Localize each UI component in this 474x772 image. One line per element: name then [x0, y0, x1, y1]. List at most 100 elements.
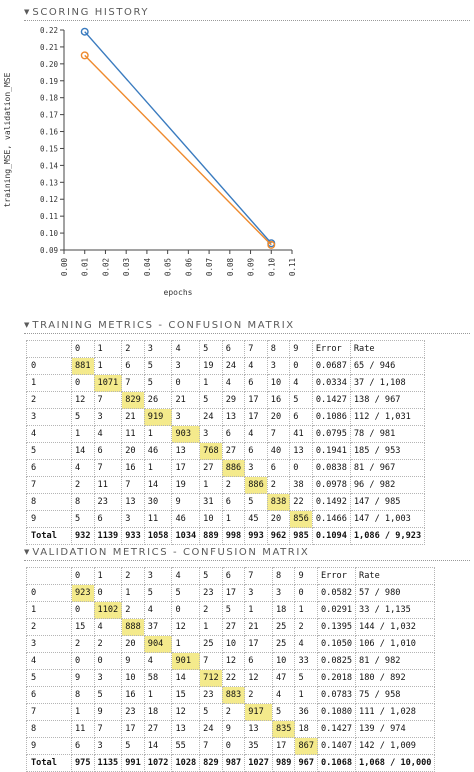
table-cell: 2 — [199, 601, 223, 619]
series-point-1 — [267, 240, 276, 249]
table-cell: 14 — [143, 737, 173, 755]
table-cell: 829 — [121, 391, 145, 409]
table-cell: 17 — [244, 391, 268, 409]
column-header: 9 — [289, 340, 313, 358]
table-cell: 25 — [271, 618, 296, 636]
table-cell: 8 — [71, 493, 95, 511]
table-cell: 10 — [199, 510, 223, 528]
row-label: 2 — [26, 391, 72, 409]
table-cell: 933 — [121, 527, 145, 545]
column-header: 4 — [171, 340, 201, 358]
column-header: 3 — [143, 567, 173, 585]
table-cell: 45 — [244, 510, 268, 528]
row-label: Total — [26, 754, 72, 772]
table-cell: 4 — [294, 635, 318, 653]
table-cell: 6 — [244, 442, 268, 460]
table-cell: 27 — [143, 720, 173, 738]
table-cell: 12 — [171, 618, 201, 636]
table-cell: 12 — [71, 391, 95, 409]
table-cell: 5 — [199, 703, 223, 721]
row-label: 5 — [26, 442, 72, 460]
table-cell: 147 / 1,003 — [349, 510, 426, 528]
table-cell: 13 — [289, 442, 313, 460]
table-cell: 7 — [199, 652, 223, 670]
table-cell: 5 — [221, 601, 246, 619]
validation-metrics-header[interactable]: ▼ VALIDATION METRICS - CONFUSION MATRIX — [24, 546, 470, 561]
column-header: 1 — [93, 340, 123, 358]
table-cell: 985 — [289, 527, 313, 545]
row-label: 7 — [26, 476, 72, 494]
row-label: 4 — [26, 425, 72, 443]
table-cell: 19 — [199, 357, 223, 375]
series-point-1 — [80, 51, 89, 60]
table-cell: 6 — [93, 442, 123, 460]
table-cell: 6 — [221, 493, 246, 511]
table-cell: 5 — [244, 493, 268, 511]
table-cell: 1,086 / 9,923 — [349, 527, 426, 545]
table-cell: 6 — [221, 425, 246, 443]
table-cell: 6 — [93, 510, 123, 528]
table-cell: 17 — [171, 459, 201, 477]
y-tick-label: 0.21 — [40, 43, 58, 52]
row-label: 4 — [26, 652, 72, 670]
table-cell: 1028 — [171, 754, 201, 772]
table-row: 4 0 0 9 4 901 7 12 6 10 33 0.0825 81 / 982 — [26, 652, 436, 670]
table-cell: 1 — [143, 459, 173, 477]
x-tick-label: 0.11 — [288, 258, 297, 276]
table-row: 9 6 3 5 14 55 7 0 35 17 867 0.1407 142 / 1,009 — [26, 737, 436, 755]
table-cell: 0.0291 — [316, 601, 357, 619]
table-cell: 0.1080 — [316, 703, 357, 721]
table-cell: 1034 — [171, 527, 201, 545]
row-label: 5 — [26, 669, 72, 687]
table-cell: 5 — [199, 391, 223, 409]
scoring-history-header[interactable]: ▼ SCORING HISTORY — [24, 6, 470, 21]
y-tick-label: 0.18 — [40, 94, 59, 103]
table-cell: 2 — [121, 601, 145, 619]
table-cell: 13 — [244, 720, 273, 738]
table-row: 7 2 11 7 14 19 1 2 886 2 38 0.0978 96 / 982 — [26, 476, 426, 494]
collapse-triangle-icon[interactable]: ▼ — [24, 548, 30, 556]
row-label: 8 — [26, 493, 72, 511]
table-cell: 55 — [171, 737, 201, 755]
table-row: 0 881 1 6 5 3 19 24 4 3 0 0.0687 65 / 946 — [26, 357, 426, 375]
table-cell: 1102 — [93, 601, 123, 619]
table-cell: 14 — [71, 442, 95, 460]
collapse-triangle-icon[interactable]: ▼ — [24, 8, 30, 16]
table-cell: 1 — [171, 635, 201, 653]
table-cell: 2 — [93, 635, 123, 653]
collapse-triangle-icon[interactable]: ▼ — [24, 321, 30, 329]
table-cell: 1 — [221, 510, 246, 528]
table-cell: 16 — [121, 686, 145, 704]
x-tick-label: 0.09 — [247, 258, 256, 276]
table-cell: 3 — [244, 459, 268, 477]
table-row: 3 2 2 20 904 1 25 10 17 25 4 0.1050 106 / 1,010 — [26, 635, 436, 653]
row-label: 6 — [26, 686, 72, 704]
table-cell: 18 — [143, 703, 173, 721]
training-metrics-header[interactable]: ▼ TRAINING METRICS - CONFUSION MATRIX — [24, 319, 470, 334]
total-row: Total 975 1135 991 1072 1028 829 987 1027 989 967 0… — [26, 754, 436, 772]
table-cell: 13 — [121, 493, 145, 511]
table-cell: 18 — [294, 720, 318, 738]
table-cell: 13 — [171, 442, 201, 460]
table-cell: 987 — [221, 754, 246, 772]
table-cell: 138 / 967 — [349, 391, 426, 409]
table-cell: 2 — [244, 686, 273, 704]
table-cell: 0.0795 — [311, 425, 351, 443]
table-cell: 1 — [121, 584, 145, 602]
table-cell: 4 — [289, 374, 313, 392]
table-cell: 40 — [266, 442, 291, 460]
table-cell: 6 — [121, 357, 145, 375]
table-cell: 4 — [244, 425, 268, 443]
table-cell: 0.1068 — [316, 754, 357, 772]
column-header: 0 — [71, 340, 95, 358]
row-label: 2 — [26, 618, 72, 636]
table-cell: 144 / 1,032 — [355, 618, 436, 636]
table-cell: 0 — [71, 374, 95, 392]
y-tick-label: 0.17 — [40, 111, 58, 120]
table-cell: 24 — [221, 357, 246, 375]
table-cell: 46 — [171, 510, 201, 528]
table-cell: 0 — [221, 737, 246, 755]
table-cell: 4 — [271, 686, 296, 704]
table-row: 3 5 3 21 919 3 24 13 17 20 6 0.1086 112 / 1,031 — [26, 408, 426, 426]
table-cell: 14 — [143, 476, 173, 494]
